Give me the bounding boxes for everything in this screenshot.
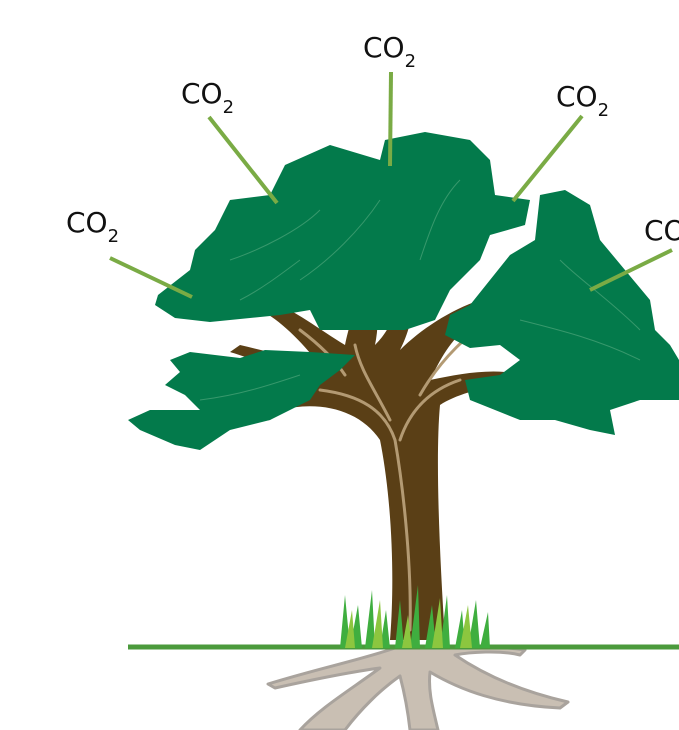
co2-arrow-line [110,258,192,297]
co2-arrow-line [513,116,582,201]
co2-label: CO2 [66,206,119,247]
co2-label: CO2 [556,80,609,121]
co2-label: CO2 [644,214,679,255]
roots [268,646,568,730]
co2-arrow-line [209,117,277,203]
tree-diagram: CO2 CO2 CO2 CO2 CO2 [0,0,679,730]
co2-arrow-line [390,72,391,166]
co2-label: CO2 [363,31,416,72]
co2-label: CO2 [181,77,234,118]
